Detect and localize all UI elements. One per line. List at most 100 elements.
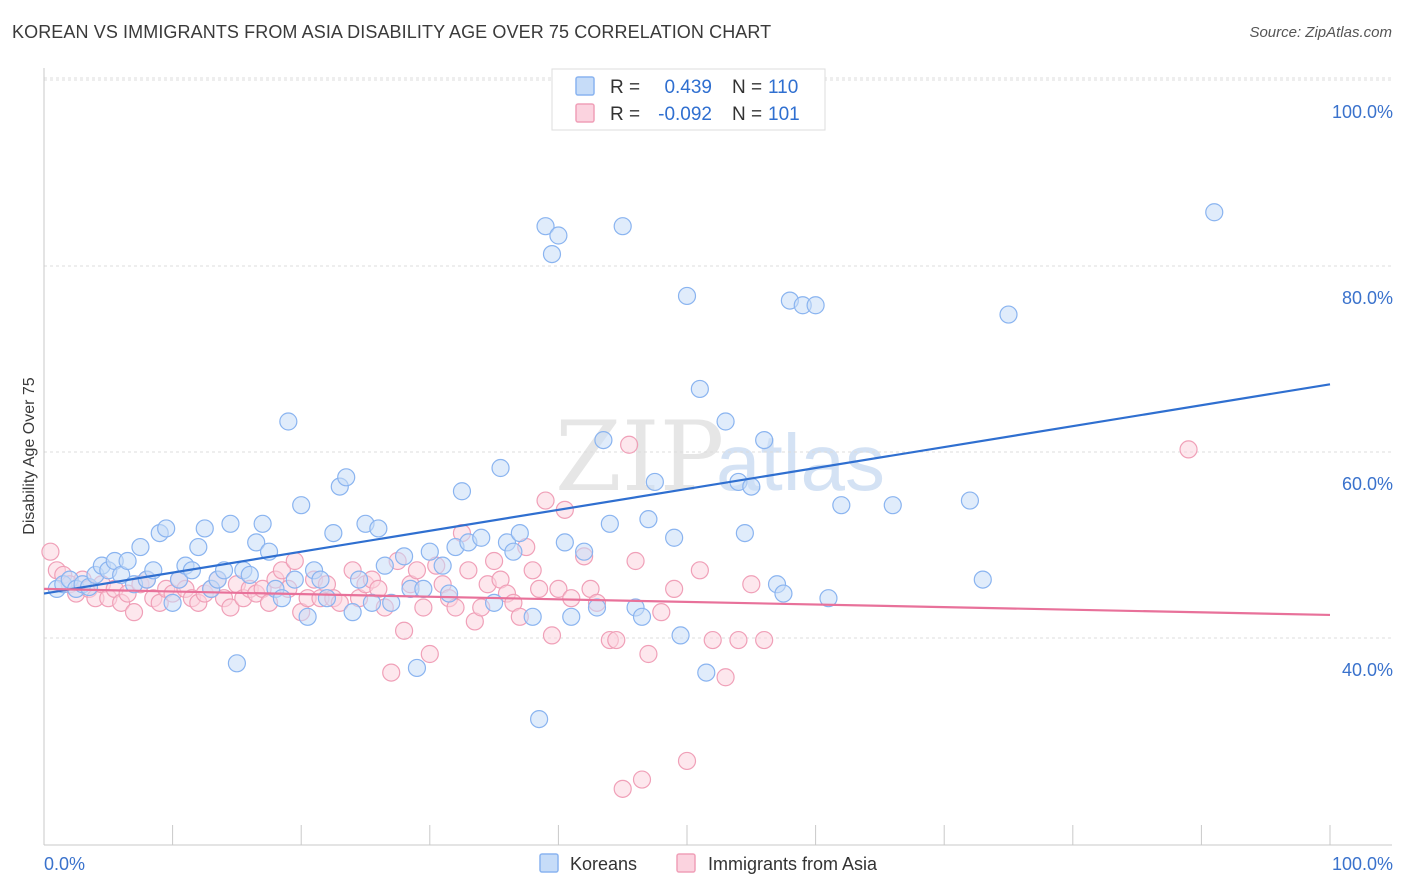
data-point-koreans [523,607,542,626]
data-point-immigrants [530,579,549,599]
data-point-immigrants [626,551,645,571]
legend-immigrants-r-value: -0.092 [658,104,712,125]
data-point-immigrants [382,663,401,682]
data-point-koreans [542,245,562,264]
data-point-koreans [240,565,259,585]
y-tick-label: 40.0% [1342,660,1393,680]
data-point-koreans [632,607,652,626]
trend-line-koreans [43,383,1331,595]
trend-lines [43,383,1331,617]
data-point-koreans [671,626,690,645]
data-point-koreans [645,472,664,492]
legend-immigrants-n-value: 101 [768,104,800,125]
data-point-koreans [407,658,427,678]
data-point-koreans [735,523,754,543]
data-point-koreans [806,296,825,315]
data-point-koreans [562,607,581,626]
data-point-koreans [375,556,394,575]
data-point-koreans [157,519,176,538]
data-point-koreans [510,523,529,543]
watermark-zip: ZIP [555,401,724,513]
data-point-koreans [420,542,439,561]
data-point-koreans [832,496,851,515]
data-point-immigrants [485,551,504,571]
data-point-immigrants [272,561,292,580]
data-point-koreans [452,482,472,501]
data-point-koreans [960,491,980,510]
legend-bottom-koreans-label: Koreans [570,854,637,874]
series-immigrants-from-asia [41,435,1198,798]
chart-title: KOREAN VS IMMIGRANTS FROM ASIA DISABILIT… [12,22,772,42]
data-point-koreans [665,528,684,547]
data-point-koreans [639,510,658,529]
watermark: ZIP atlas [555,401,885,513]
data-point-koreans [549,226,568,245]
data-point-koreans [600,514,619,533]
data-point-immigrants [407,561,427,580]
data-point-koreans [343,603,362,622]
data-point-koreans [369,519,388,538]
data-point-immigrants [221,598,240,617]
data-point-koreans [285,570,304,589]
data-point-koreans [324,523,343,543]
data-point-koreans [394,547,414,566]
data-point-koreans [414,579,433,599]
data-point-koreans [362,593,382,612]
data-point-immigrants [414,598,433,617]
data-point-koreans [613,217,632,236]
watermark-atlas: atlas [716,418,885,507]
data-point-koreans [439,584,459,603]
data-point-koreans [883,496,902,515]
data-point-immigrants [420,644,439,664]
data-point-immigrants [665,579,684,599]
data-point-immigrants [124,603,144,622]
data-point-immigrants [639,644,658,664]
data-point-koreans [247,533,266,552]
data-point-immigrants [742,575,761,594]
data-point-koreans [311,570,330,589]
data-point-koreans [195,519,214,538]
data-point-koreans [755,431,774,450]
y-tick-label: 100.0% [1332,102,1393,122]
x-tick-label-min: 0.0% [44,854,85,874]
data-point-immigrants [620,435,639,454]
trend-line-immigrants [43,587,1331,617]
y-tick-label: 60.0% [1342,474,1393,494]
data-point-koreans [298,607,317,626]
data-point-koreans [697,663,716,682]
legend-top: R = 0.439 N = 110 R = -0.092 N = 101 [551,68,826,131]
grid-lines [44,77,1392,639]
data-point-koreans [973,570,992,589]
data-point-koreans [292,496,311,515]
data-point-koreans [433,556,452,575]
data-point-koreans [337,468,356,487]
legend-koreans-n-value: 110 [768,77,798,98]
data-point-immigrants [459,561,478,580]
data-point-koreans [742,477,761,496]
data-point-koreans [555,533,574,552]
data-point-immigrants [677,751,697,771]
data-point-koreans [272,589,292,608]
data-point-immigrants [523,561,542,580]
legend-koreans-r-value: 0.439 [664,77,712,98]
data-point-koreans [189,537,208,557]
data-point-koreans [491,458,510,478]
legend-bottom: Koreans Immigrants from Asia [539,853,878,874]
data-point-immigrants [562,589,581,608]
data-point-koreans [536,217,555,236]
data-point-koreans [774,584,793,603]
legend-bottom-koreans-swatch [539,853,559,873]
data-point-koreans [594,431,613,450]
data-point-immigrants [536,491,555,510]
legend-immigrants-r-label: R = [610,104,640,125]
data-point-immigrants [542,626,562,645]
data-point-immigrants [716,668,735,687]
y-tick-label: 80.0% [1342,288,1393,308]
data-point-immigrants [652,603,671,622]
data-point-koreans [227,654,246,673]
data-point-koreans [587,598,607,617]
data-point-koreans [472,528,491,547]
data-point-immigrants [1179,440,1198,459]
